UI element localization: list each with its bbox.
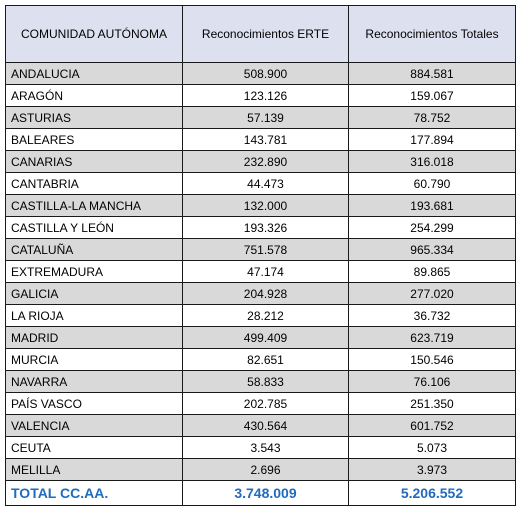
totales-cell: 3.973	[348, 458, 516, 481]
table-row: MURCIA 82.651 150.546	[5, 348, 516, 371]
table-row: VALENCIA 430.564 601.752	[5, 414, 516, 437]
erte-cell: 751.578	[182, 238, 349, 261]
totales-cell: 60.790	[348, 172, 516, 195]
region-name-cell: ASTURIAS	[5, 106, 183, 129]
table-row: CANTABRIA 44.473 60.790	[5, 172, 516, 195]
table-row: ARAGÓN 123.126 159.067	[5, 84, 516, 107]
erte-cell: 28.212	[182, 304, 349, 327]
region-name-cell: CASTILLA Y LEÓN	[5, 216, 183, 239]
erte-cell: 193.326	[182, 216, 349, 239]
region-name-cell: CANTABRIA	[5, 172, 183, 195]
erte-cell: 204.928	[182, 282, 349, 305]
erte-cell: 47.174	[182, 260, 349, 283]
table-row: BALEARES 143.781 177.894	[5, 128, 516, 151]
region-name-cell: LA RIOJA	[5, 304, 183, 327]
region-name-cell: CEUTA	[5, 436, 183, 459]
table-row: CASTILLA Y LEÓN 193.326 254.299	[5, 216, 516, 239]
totales-cell: 965.334	[348, 238, 516, 261]
total-label: TOTAL CC.AA.	[5, 480, 183, 506]
erte-cell: 57.139	[182, 106, 349, 129]
header-comunidad: COMUNIDAD AUTÓNOMA	[5, 5, 183, 63]
totales-cell: 76.106	[348, 370, 516, 393]
region-name-cell: GALICIA	[5, 282, 183, 305]
header-erte: Reconocimientos ERTE	[182, 5, 349, 63]
erte-table: COMUNIDAD AUTÓNOMA Reconocimientos ERTE …	[5, 5, 516, 506]
totales-cell: 89.865	[348, 260, 516, 283]
region-name-cell: ARAGÓN	[5, 84, 183, 107]
totales-cell: 150.546	[348, 348, 516, 371]
erte-cell: 3.543	[182, 436, 349, 459]
totales-cell: 601.752	[348, 414, 516, 437]
table-row: MELILLA 2.696 3.973	[5, 458, 516, 481]
region-name-cell: MELILLA	[5, 458, 183, 481]
totales-cell: 316.018	[348, 150, 516, 173]
region-name-cell: MADRID	[5, 326, 183, 349]
totales-cell: 193.681	[348, 194, 516, 217]
totales-cell: 36.732	[348, 304, 516, 327]
region-name-cell: BALEARES	[5, 128, 183, 151]
table-row: ANDALUCIA 508.900 884.581	[5, 62, 516, 85]
region-name-cell: CANARIAS	[5, 150, 183, 173]
total-row: TOTAL CC.AA. 3.748.009 5.206.552	[5, 480, 516, 506]
table-body: ANDALUCIA 508.900 884.581 ARAGÓN 123.126 159.…	[5, 62, 516, 481]
table-row: MADRID 499.409 623.719	[5, 326, 516, 349]
totales-cell: 159.067	[348, 84, 516, 107]
erte-cell: 232.890	[182, 150, 349, 173]
erte-cell: 202.785	[182, 392, 349, 415]
erte-cell: 2.696	[182, 458, 349, 481]
region-name-cell: EXTREMADURA	[5, 260, 183, 283]
header-totales: Reconocimientos Totales	[348, 5, 516, 63]
erte-cell: 44.473	[182, 172, 349, 195]
erte-cell: 123.126	[182, 84, 349, 107]
table-row: EXTREMADURA 47.174 89.865	[5, 260, 516, 283]
totales-cell: 623.719	[348, 326, 516, 349]
table-row: GALICIA 204.928 277.020	[5, 282, 516, 305]
region-name-cell: MURCIA	[5, 348, 183, 371]
table-row: NAVARRA 58.833 76.106	[5, 370, 516, 393]
total-erte: 3.748.009	[182, 480, 349, 506]
region-name-cell: NAVARRA	[5, 370, 183, 393]
total-totales: 5.206.552	[348, 480, 516, 506]
region-name-cell: PAÍS VASCO	[5, 392, 183, 415]
erte-cell: 143.781	[182, 128, 349, 151]
erte-cell: 508.900	[182, 62, 349, 85]
region-name-cell: ANDALUCIA	[5, 62, 183, 85]
table-row: PAÍS VASCO 202.785 251.350	[5, 392, 516, 415]
totales-cell: 78.752	[348, 106, 516, 129]
region-name-cell: CATALUÑA	[5, 238, 183, 261]
table-row: CEUTA 3.543 5.073	[5, 436, 516, 459]
table-container: COMUNIDAD AUTÓNOMA Reconocimientos ERTE …	[5, 5, 516, 506]
erte-cell: 58.833	[182, 370, 349, 393]
totales-cell: 5.073	[348, 436, 516, 459]
table-row: LA RIOJA 28.212 36.732	[5, 304, 516, 327]
totales-cell: 254.299	[348, 216, 516, 239]
erte-cell: 132.000	[182, 194, 349, 217]
table-row: CASTILLA-LA MANCHA 132.000 193.681	[5, 194, 516, 217]
totales-cell: 251.350	[348, 392, 516, 415]
table-row: ASTURIAS 57.139 78.752	[5, 106, 516, 129]
table-row: CATALUÑA 751.578 965.334	[5, 238, 516, 261]
erte-cell: 499.409	[182, 326, 349, 349]
region-name-cell: VALENCIA	[5, 414, 183, 437]
totales-cell: 277.020	[348, 282, 516, 305]
totales-cell: 884.581	[348, 62, 516, 85]
erte-cell: 82.651	[182, 348, 349, 371]
erte-cell: 430.564	[182, 414, 349, 437]
table-row: CANARIAS 232.890 316.018	[5, 150, 516, 173]
totales-cell: 177.894	[348, 128, 516, 151]
header-row: COMUNIDAD AUTÓNOMA Reconocimientos ERTE …	[5, 5, 516, 63]
region-name-cell: CASTILLA-LA MANCHA	[5, 194, 183, 217]
